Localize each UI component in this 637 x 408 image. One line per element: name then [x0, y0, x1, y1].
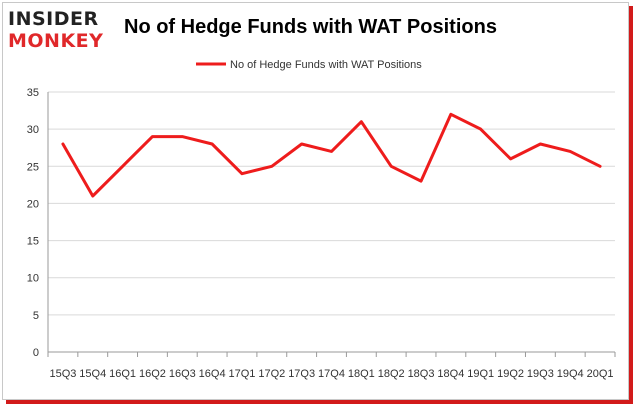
axes [47, 92, 616, 357]
x-tick-label: 17Q2 [258, 368, 285, 380]
x-tick-label: 17Q4 [318, 368, 345, 380]
x-tick-label: 18Q4 [437, 368, 464, 380]
series-line [61, 112, 602, 198]
x-tick-label: 16Q2 [139, 368, 166, 380]
y-tick-label: 35 [27, 87, 39, 99]
x-tick-label: 20Q1 [587, 368, 614, 380]
x-tick-label: 18Q3 [408, 368, 435, 380]
x-tick-label: 19Q4 [557, 368, 584, 380]
y-tick-labels: 0 5 10 15 20 25 30 35 [27, 87, 39, 359]
y-tick-label: 0 [33, 347, 39, 359]
x-tick-label: 16Q4 [199, 368, 226, 380]
y-tick-label: 5 [33, 310, 39, 322]
logo-text-monkey: MONKEY [8, 30, 104, 52]
x-tick-label: 18Q2 [378, 368, 405, 380]
y-tick-label: 10 [27, 273, 39, 285]
x-tick-label: 18Q1 [348, 368, 375, 380]
legend: No of Hedge Funds with WAT Positions [196, 59, 422, 71]
y-tick-label: 25 [27, 161, 39, 173]
y-tick-label: 15 [27, 236, 39, 248]
x-tick-label: 19Q3 [527, 368, 554, 380]
y-tick-label: 30 [27, 124, 39, 136]
x-tick-label: 15Q4 [79, 368, 106, 380]
chart-title: No of Hedge Funds with WAT Positions [124, 16, 497, 38]
x-tick-label: 15Q3 [49, 368, 76, 380]
insider-monkey-logo: INSIDER MONKEY [8, 8, 114, 54]
x-tick-labels: 15Q3 15Q4 16Q1 16Q2 16Q3 16Q4 17Q1 17Q2 17Q3 17Q4… [49, 368, 613, 380]
series-lines [61, 112, 602, 198]
legend-label: No of Hedge Funds with WAT Positions [230, 59, 422, 71]
x-tick-label: 17Q1 [229, 368, 256, 380]
logo-text-insider: INSIDER [8, 8, 99, 30]
x-tick-label: 16Q1 [109, 368, 136, 380]
x-tick-label: 19Q2 [497, 368, 524, 380]
x-tick-label: 17Q3 [288, 368, 315, 380]
x-tick-label: 16Q3 [169, 368, 196, 380]
chart-frame [2, 2, 629, 400]
y-tick-label: 20 [27, 198, 39, 210]
gridlines [48, 91, 615, 316]
x-tick-label: 19Q1 [467, 368, 494, 380]
